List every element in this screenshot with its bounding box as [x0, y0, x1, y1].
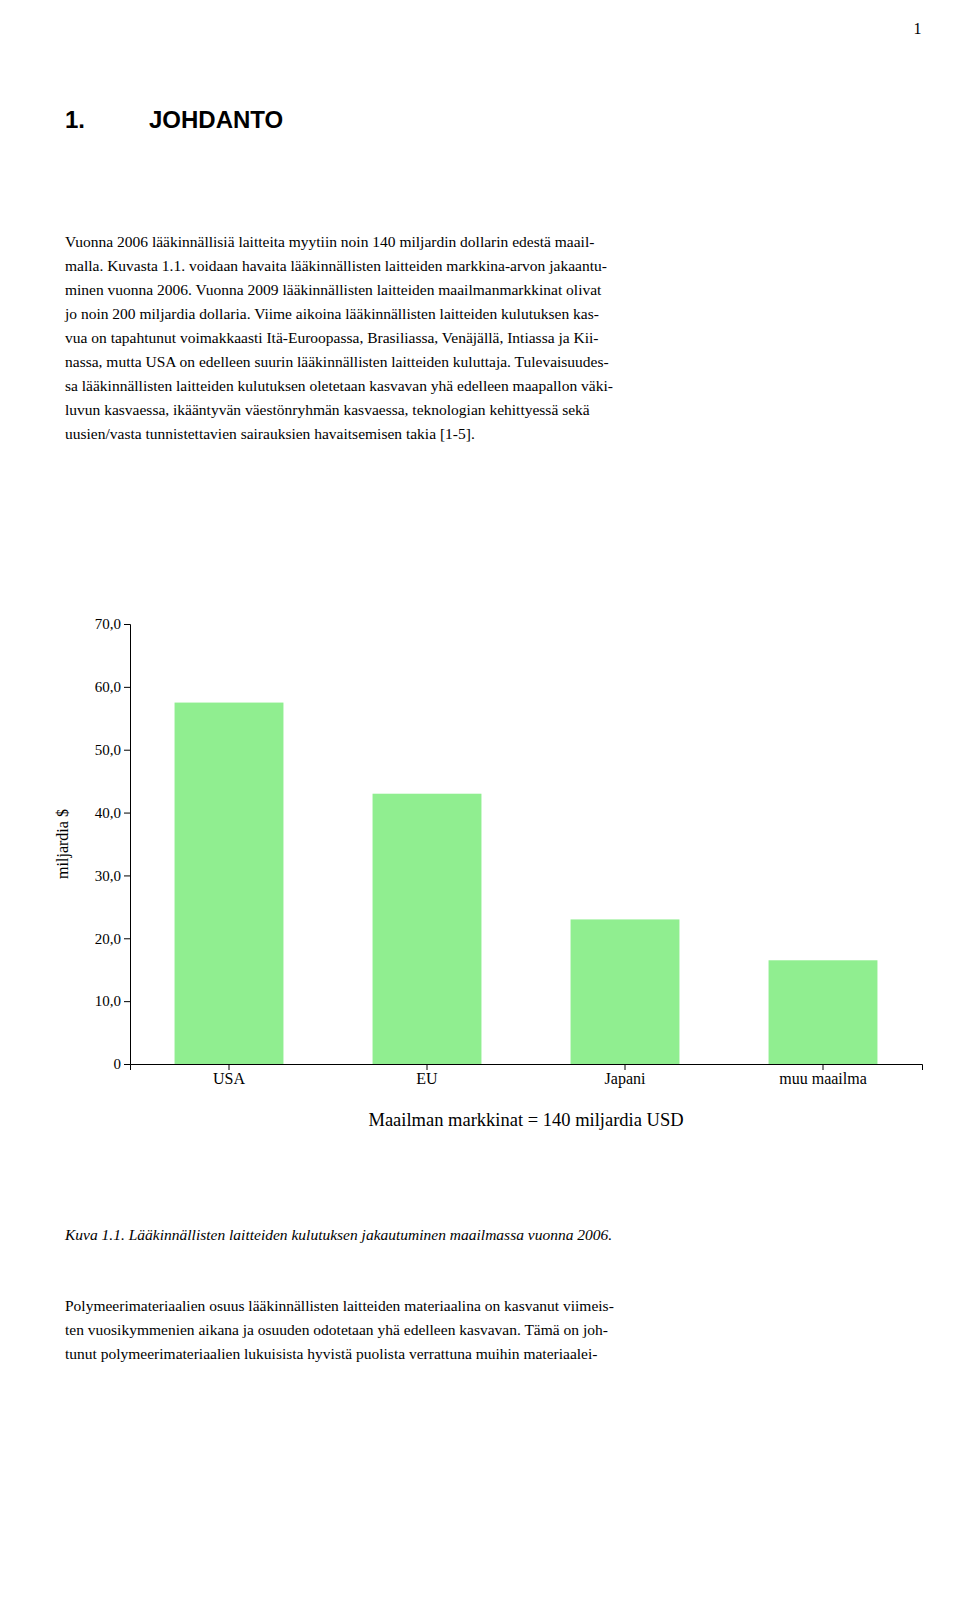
tick-mark [124, 1064, 130, 1065]
tick-mark [124, 1001, 130, 1002]
tick: EU [416, 1064, 438, 1087]
tick-label: 70,0 [95, 616, 121, 632]
tick: 40,0 [95, 805, 130, 821]
x-axis-label: Maailman markkinat = 140 miljardia USD [368, 1110, 683, 1130]
paragraph-line: vua on tapahtunut voimakkaasti Itä-Euroo… [65, 329, 598, 346]
tick-mark [124, 938, 130, 939]
tick-mark [124, 624, 130, 625]
tick-label: 60,0 [95, 679, 121, 695]
paragraph-line: ten vuosikymmenien aikana ja osuuden odo… [65, 1321, 608, 1338]
bars [175, 703, 878, 1064]
tick-label: EU [416, 1070, 438, 1087]
tick-mark [823, 1064, 824, 1070]
tick: muu maailma [779, 1064, 867, 1087]
paragraph-line: nassa, mutta USA on edelleen suurin lääk… [65, 353, 609, 370]
tick-label: 30,0 [95, 868, 121, 884]
bar [769, 960, 878, 1064]
chart: 0 10,0 20,0 30,0 40,0 50,0 60,0 70,0 USA EU Japani… [54, 616, 923, 1088]
paragraph: Vuonna 2006 lääkinnällisiä laitteita myy… [64, 233, 613, 442]
bar [571, 919, 680, 1064]
heading-number: 1. [65, 106, 85, 133]
tick: 70,0 [95, 616, 130, 632]
page: 1 1. JOHDANTO Vuonna 2006 lääkinnällisiä la… [0, 0, 960, 1600]
tick: 20,0 [95, 931, 130, 947]
tick-mark [427, 1064, 428, 1070]
y-axis: 0 10,0 20,0 30,0 40,0 50,0 60,0 70,0 [95, 616, 131, 1072]
paragraph-line: minen vuonna 2006. Vuonna 2009 lääkinnäl… [65, 281, 602, 298]
tick-label: muu maailma [779, 1070, 867, 1087]
tick-mark [229, 1064, 230, 1070]
tick: USA [213, 1064, 245, 1087]
paragraph-line: uusien/vasta tunnistettavien sairauksien… [65, 425, 475, 442]
tick: 0 [114, 1056, 131, 1072]
bar [175, 703, 284, 1064]
tick: 10,0 [95, 993, 130, 1009]
tick-label: 40,0 [95, 805, 121, 821]
heading-text: JOHDANTO [149, 106, 283, 133]
paragraph-line: malla. Kuvasta 1.1. voidaan havaita lääk… [65, 257, 607, 274]
paragraph-line: Vuonna 2006 lääkinnällisiä laitteita myy… [65, 233, 594, 250]
tick-mark [625, 1064, 626, 1070]
tick-label: 20,0 [95, 931, 121, 947]
paragraph-line: sa lääkinnällisten laitteiden kulutuksen… [65, 377, 613, 394]
tick-label: USA [213, 1070, 245, 1087]
tick-mark [124, 750, 130, 751]
paragraph-line: Polymeerimateriaalien osuus lääkinnällis… [65, 1297, 614, 1314]
axis-line [124, 625, 131, 1065]
x-axis: USA EU Japani muu maailma [131, 1064, 923, 1088]
paragraph-line: jo noin 200 miljardia dollaria. Viime ai… [64, 305, 599, 322]
tick-label: 10,0 [95, 993, 121, 1009]
bar [373, 794, 482, 1064]
y-axis-label: miljardia $ [54, 809, 72, 879]
axis-line [131, 1065, 923, 1071]
tick-mark [124, 813, 130, 814]
tick-label: 0 [114, 1056, 122, 1072]
page-number: 1 [914, 20, 922, 37]
paragraph: Polymeerimateriaalien osuus lääkinnällis… [65, 1297, 614, 1362]
tick-mark [124, 687, 130, 688]
tick-label: Japani [605, 1070, 646, 1088]
tick: 50,0 [95, 742, 130, 758]
paragraph-line: tunut polymeerimateriaalien lukuisista h… [65, 1345, 597, 1362]
tick: 30,0 [95, 868, 130, 884]
tick-label: 50,0 [95, 742, 121, 758]
tick: 60,0 [95, 679, 130, 695]
tick: Japani [605, 1064, 646, 1088]
paragraph-line: luvun kasvaessa, ikääntyvän väestönryhmä… [65, 401, 590, 418]
tick-mark [124, 875, 130, 876]
caption: Kuva 1.1. Lääkinnällisten laitteiden kul… [64, 1226, 612, 1243]
